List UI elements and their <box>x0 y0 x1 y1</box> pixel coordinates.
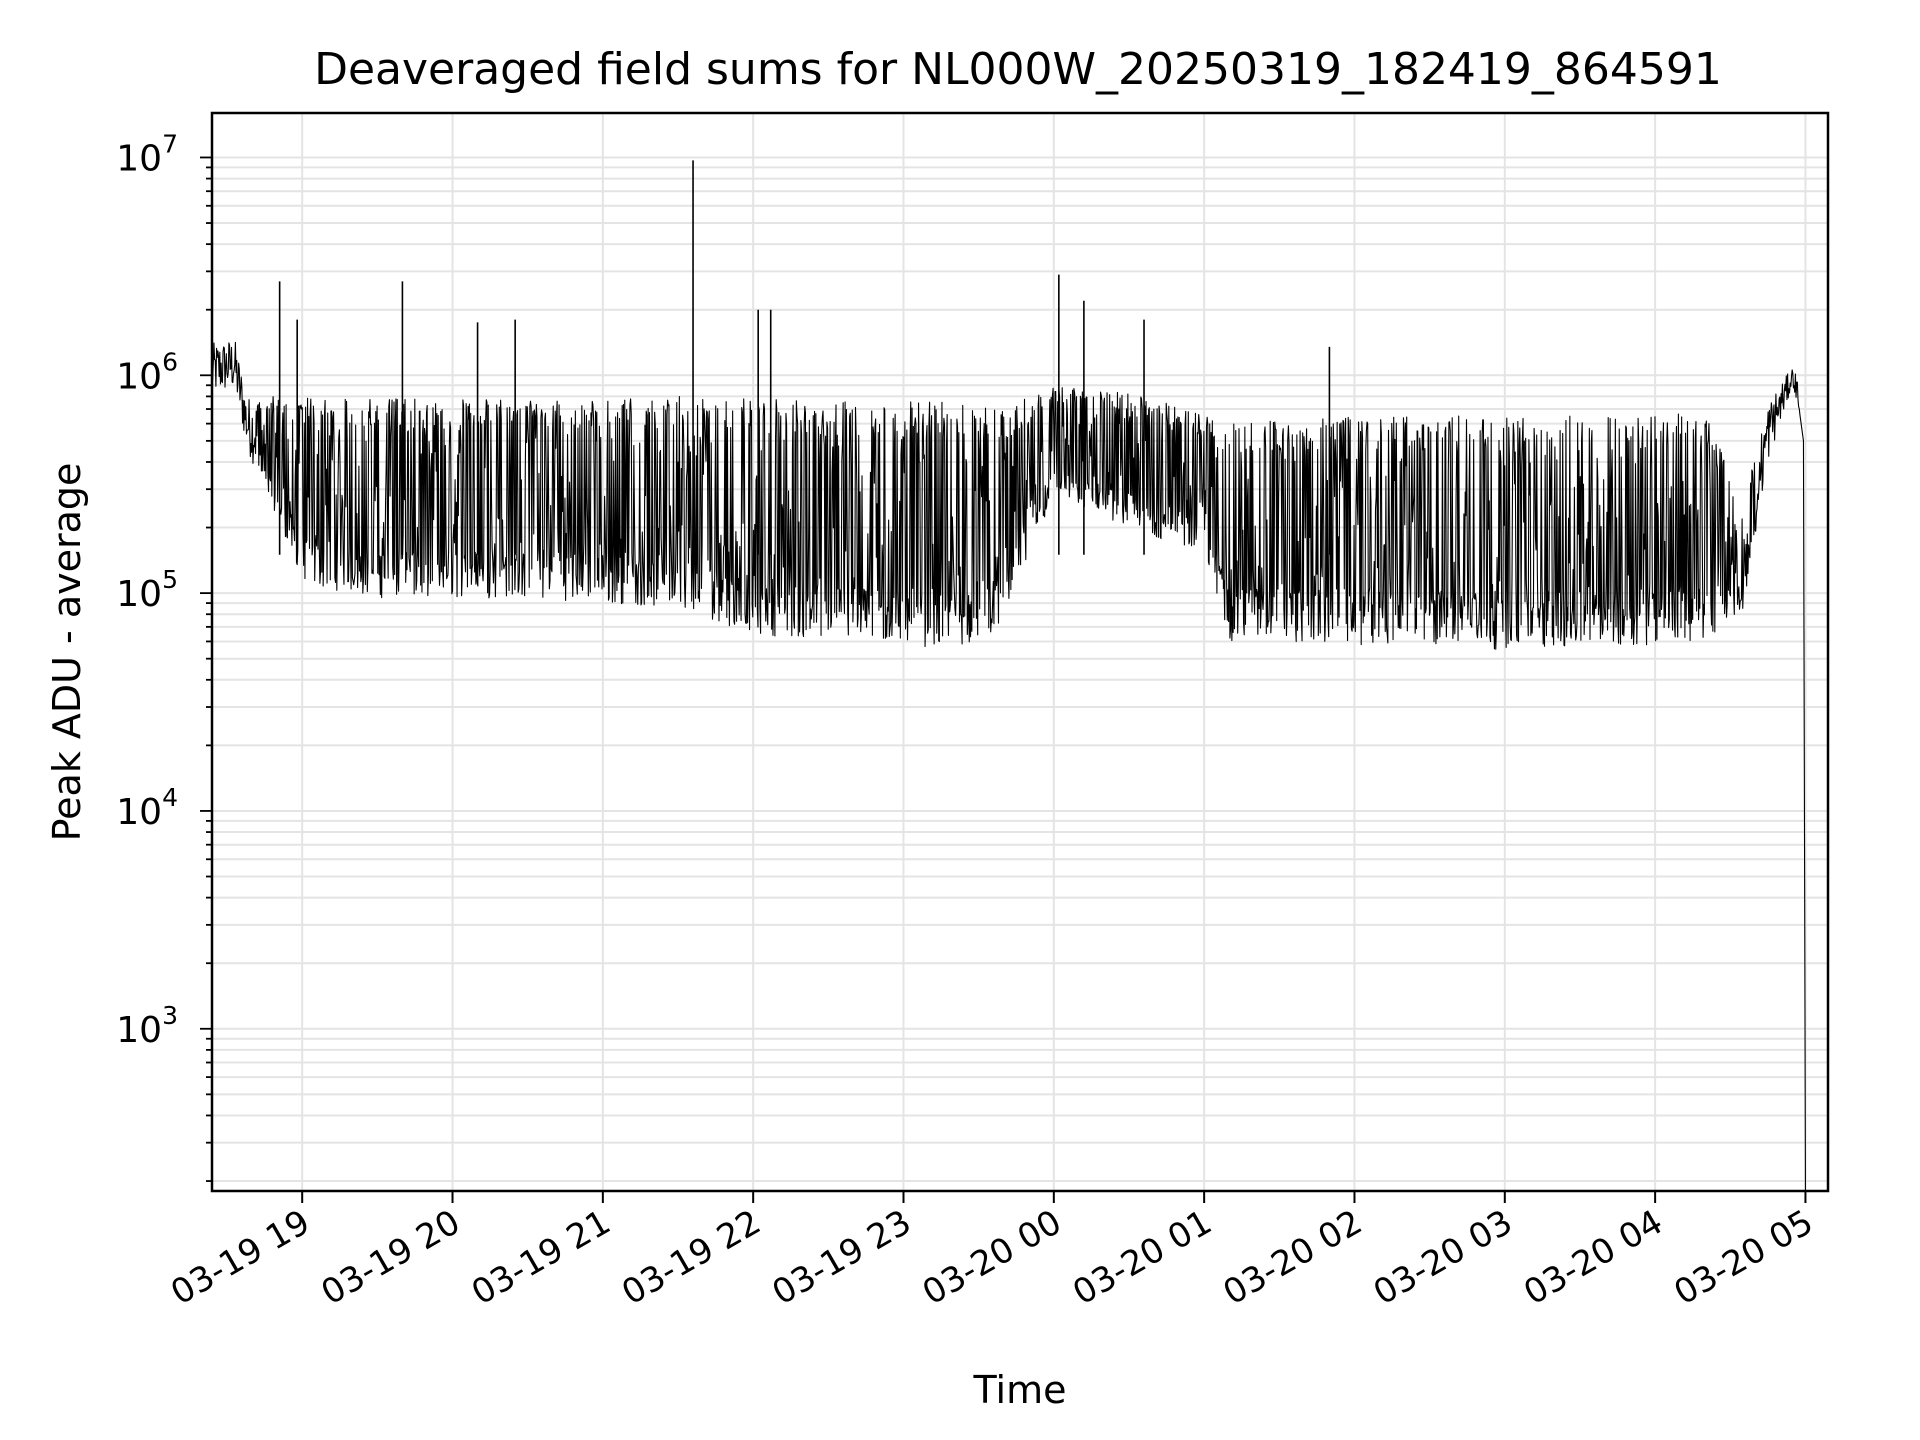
y-axis-ticks: 103 104 105 106 107 <box>116 129 212 1182</box>
series-line <box>211 341 1806 1192</box>
y-tick-label: 103 <box>116 1001 178 1051</box>
y-axis-label: Peak ADU - average <box>45 463 89 842</box>
y-tick-label: 105 <box>116 565 178 615</box>
x-axis-label: Time <box>973 1368 1067 1412</box>
y-tick-label: 107 <box>116 129 178 179</box>
y-tick-label: 104 <box>116 783 178 833</box>
plot-area <box>211 160 1806 1192</box>
chart-title: Deaveraged field sums for NL000W_2025031… <box>314 44 1722 95</box>
plot-frame <box>210 111 1830 1193</box>
y-tick-label: 106 <box>116 347 178 397</box>
